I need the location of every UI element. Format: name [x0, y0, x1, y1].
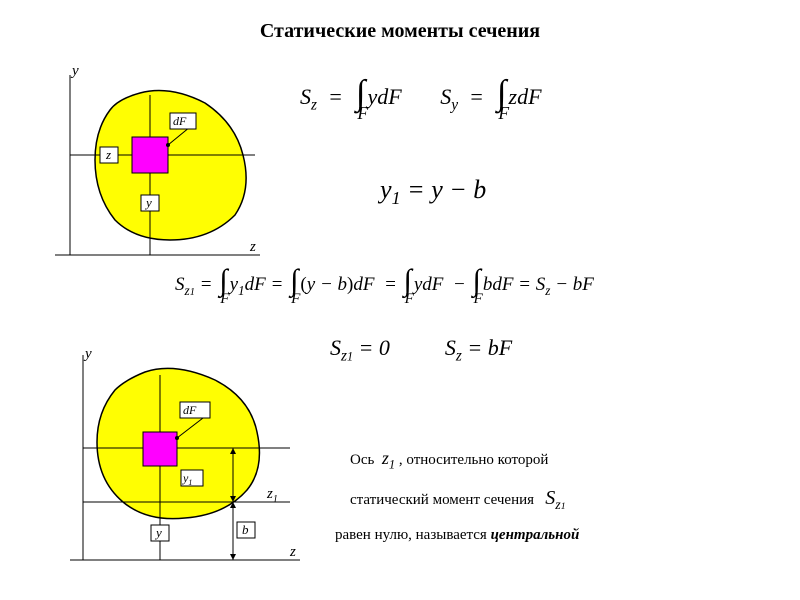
diagram-1: y z dF z y	[40, 55, 270, 270]
desc-p1: Ось	[350, 452, 374, 468]
diagram-2: y z z1 dF y1 y b	[55, 340, 315, 575]
desc-p4: равен нулю, называется	[335, 527, 487, 543]
desc-p3: статический момент сечения	[350, 492, 534, 508]
d2-dF-label: dF	[183, 403, 197, 417]
d2-z-axis-label: z	[289, 544, 296, 560]
page-title: Статические моменты сечения	[0, 20, 800, 43]
d1-y-label: y	[144, 195, 152, 210]
d2-b-label: b	[242, 522, 249, 537]
d1-dF-square	[132, 137, 168, 173]
d2-y-axis-label: y	[83, 346, 92, 362]
formula-sz-sy: Sz = ∫FydF Sy = ∫FzdF	[300, 75, 542, 114]
formula-sz1-expansion: Sz1 = ∫Fy1dF = ∫F(y − b)dF = ∫FydF − ∫Fb…	[175, 265, 594, 299]
desc-p5: центральной	[491, 527, 580, 543]
d1-dF-label: dF	[173, 114, 187, 128]
formula-sz1-zero: Sz1 = 0 Sz = bF	[330, 335, 512, 365]
d2-dF-square	[143, 432, 177, 466]
d1-z-label: z	[105, 147, 111, 162]
d1-y-axis-label: y	[70, 63, 79, 79]
formula-y1: y1 = y − b	[380, 175, 486, 209]
description-text: Ось z1 , относительно которой статически…	[350, 440, 770, 550]
desc-p2: , относительно которой	[399, 452, 548, 468]
d1-z-axis-label: z	[249, 239, 256, 255]
d2-y-label: y	[154, 525, 162, 540]
